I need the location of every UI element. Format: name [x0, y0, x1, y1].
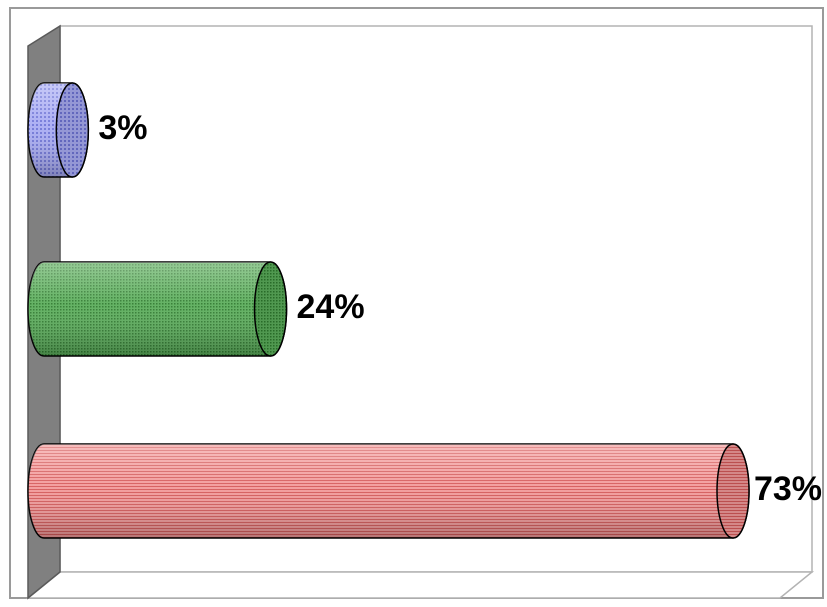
bar-end-cap: [253, 261, 288, 357]
bars-group: [27, 82, 750, 539]
bar-73pct: [27, 443, 750, 539]
data-label: 73%: [754, 470, 822, 508]
data-label: 3%: [98, 109, 147, 147]
bar-end-cap-shade: [56, 83, 89, 177]
bar-end-cap-shade: [254, 262, 287, 356]
bar-end-cap: [55, 82, 90, 178]
floor: [25, 571, 815, 599]
bar-end-cap-shade: [717, 444, 749, 538]
data-labels-group: 3% 24% 73%: [98, 109, 822, 508]
bar-24pct: [27, 261, 288, 357]
data-label: 24%: [297, 288, 365, 326]
bar-shading: [28, 444, 749, 538]
bar-3pct: [27, 82, 90, 178]
bar-end-cap: [716, 443, 750, 539]
bar-shading: [28, 262, 287, 356]
